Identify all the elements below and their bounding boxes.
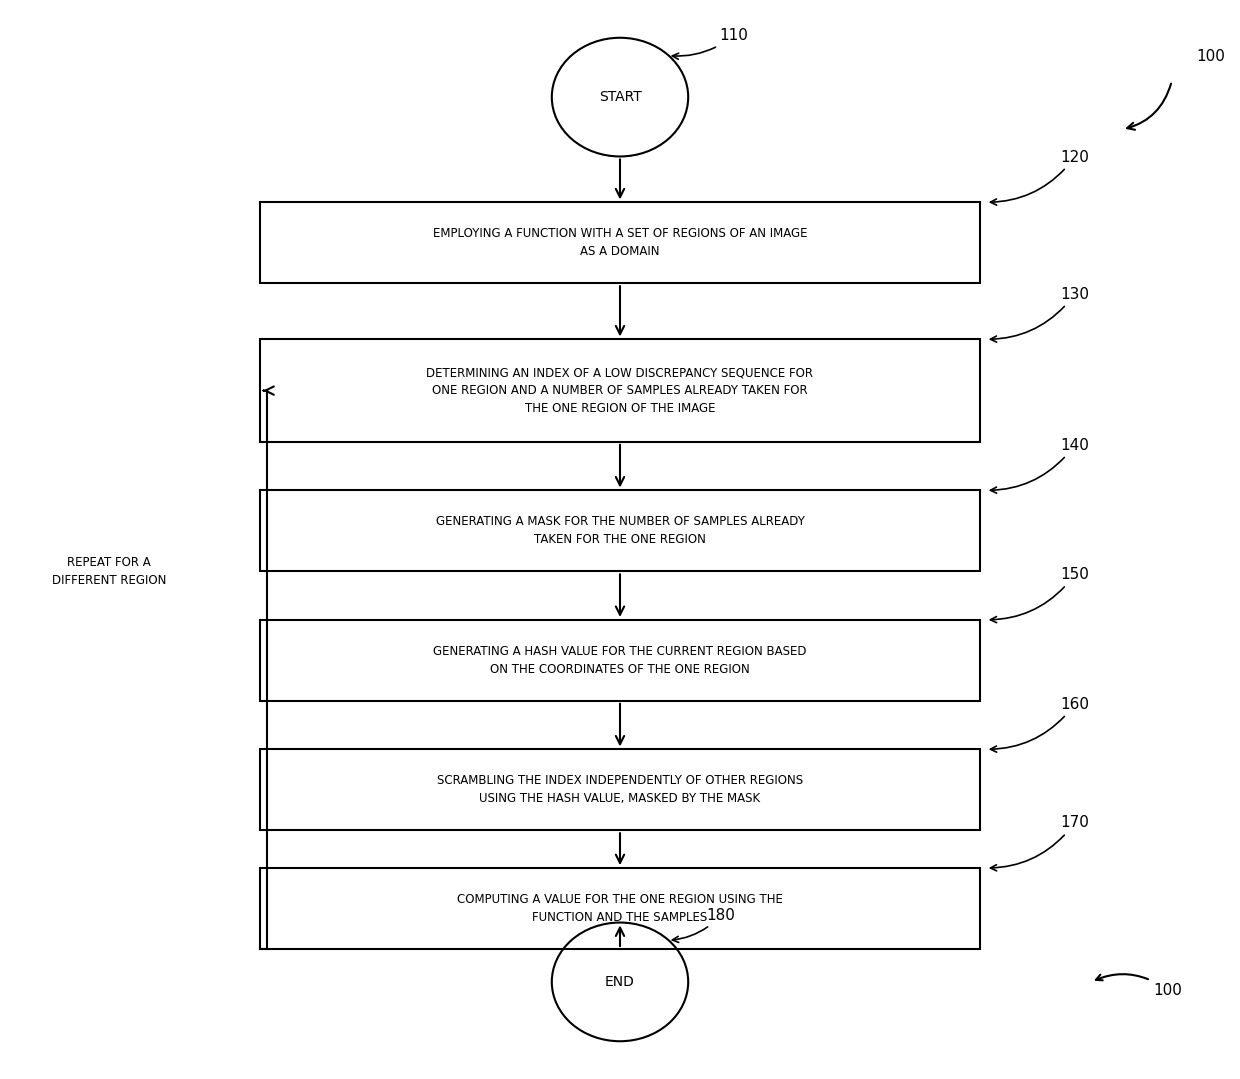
Text: END: END	[605, 975, 635, 988]
Text: GENERATING A MASK FOR THE NUMBER OF SAMPLES ALREADY
TAKEN FOR THE ONE REGION: GENERATING A MASK FOR THE NUMBER OF SAMP…	[435, 516, 805, 546]
Text: 160: 160	[991, 697, 1089, 752]
Text: START: START	[599, 91, 641, 104]
Text: 110: 110	[672, 28, 748, 59]
FancyBboxPatch shape	[260, 868, 980, 950]
Text: SCRAMBLING THE INDEX INDEPENDENTLY OF OTHER REGIONS
USING THE HASH VALUE, MASKED: SCRAMBLING THE INDEX INDEPENDENTLY OF OT…	[436, 775, 804, 805]
Text: 100: 100	[1197, 49, 1225, 64]
Text: DETERMINING AN INDEX OF A LOW DISCREPANCY SEQUENCE FOR
ONE REGION AND A NUMBER O: DETERMINING AN INDEX OF A LOW DISCREPANC…	[427, 366, 813, 415]
Text: 150: 150	[991, 568, 1089, 623]
Text: 140: 140	[991, 438, 1089, 493]
Text: 100: 100	[1096, 974, 1182, 998]
FancyBboxPatch shape	[260, 749, 980, 831]
FancyBboxPatch shape	[260, 339, 980, 442]
Text: GENERATING A HASH VALUE FOR THE CURRENT REGION BASED
ON THE COORDINATES OF THE O: GENERATING A HASH VALUE FOR THE CURRENT …	[433, 645, 807, 675]
Text: REPEAT FOR A
DIFFERENT REGION: REPEAT FOR A DIFFERENT REGION	[52, 557, 166, 587]
Text: 120: 120	[991, 150, 1089, 205]
FancyBboxPatch shape	[260, 203, 980, 283]
Text: EMPLOYING A FUNCTION WITH A SET OF REGIONS OF AN IMAGE
AS A DOMAIN: EMPLOYING A FUNCTION WITH A SET OF REGIO…	[433, 228, 807, 258]
FancyBboxPatch shape	[260, 619, 980, 701]
Text: 130: 130	[991, 287, 1089, 342]
FancyBboxPatch shape	[260, 490, 980, 572]
Text: COMPUTING A VALUE FOR THE ONE REGION USING THE
FUNCTION AND THE SAMPLES: COMPUTING A VALUE FOR THE ONE REGION USI…	[458, 893, 782, 924]
Text: 180: 180	[672, 907, 735, 942]
FancyArrowPatch shape	[1127, 83, 1171, 129]
Text: 170: 170	[991, 816, 1089, 871]
